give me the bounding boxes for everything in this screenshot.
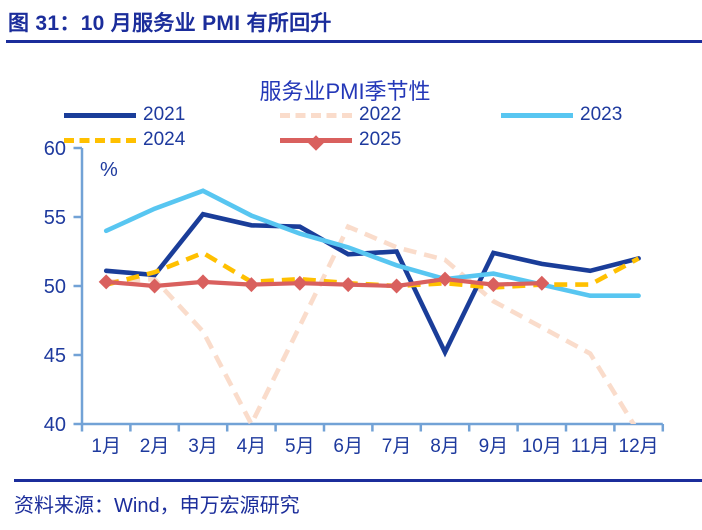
legend-item-2025: 2025 [280, 128, 401, 152]
x-tick-label: 11月 [571, 436, 610, 457]
legend-line-2025-icon [280, 134, 352, 151]
legend-label-2024: 2024 [143, 129, 186, 150]
x-tick-label: 3月 [188, 436, 218, 457]
legend-item-2024: 2024 [64, 128, 185, 152]
figure-title: 图 31：10 月服务业 PMI 有所回升 [8, 12, 332, 35]
y-tick-label: 40 [44, 414, 66, 436]
x-tick-label: 12月 [619, 436, 659, 457]
x-tick-label: 10月 [522, 436, 562, 457]
x-tick-label: 7月 [382, 436, 412, 457]
legend-label-2022: 2022 [359, 104, 402, 125]
chart-title: 服务业PMI季节性 [259, 79, 431, 104]
data-point-diamond-icon [340, 277, 356, 293]
legend-line-2024-icon [64, 137, 136, 143]
data-point-diamond-icon [98, 274, 114, 290]
x-tick-label: 4月 [237, 436, 267, 457]
series-line-2022 [106, 223, 637, 424]
source-note: 资料来源：Wind，申万宏源研究 [14, 495, 300, 517]
data-point-diamond-icon [389, 278, 405, 294]
y-tick-label: 45 [44, 345, 66, 367]
title-underline [6, 40, 702, 43]
data-point-diamond-icon [195, 274, 211, 290]
legend-item-2022: 2022 [280, 103, 401, 127]
legend-line-2023-icon [501, 112, 573, 118]
x-tick-label: 8月 [430, 436, 460, 457]
data-point-diamond-icon [147, 278, 163, 294]
y-unit-label: % [100, 159, 118, 181]
data-point-diamond-icon [243, 277, 259, 293]
x-tick-label: 2月 [140, 436, 170, 457]
footer-rule [14, 479, 702, 482]
y-tick-label: 50 [44, 276, 66, 298]
y-tick-label: 55 [44, 207, 66, 229]
x-tick-label: 6月 [333, 436, 363, 457]
legend-label-2023: 2023 [580, 104, 623, 125]
legend-label-2025: 2025 [359, 129, 402, 150]
legend-item-2021: 2021 [64, 103, 185, 127]
series-line-2023 [103, 188, 641, 299]
legend-label-2021: 2021 [143, 104, 186, 125]
y-tick-label: 60 [44, 138, 66, 160]
legend-line-2021-icon [64, 112, 136, 118]
legend-line-2022-icon [280, 112, 352, 118]
data-point-diamond-icon [534, 275, 550, 291]
legend-item-2023: 2023 [501, 103, 622, 127]
x-tick-label: 9月 [479, 436, 509, 457]
data-point-diamond-icon [292, 275, 308, 291]
x-tick-label: 1月 [91, 436, 121, 457]
data-point-diamond-icon [485, 277, 501, 293]
series-line-2021 [103, 211, 641, 358]
plot-svg: 40 45 50 55 60% 1月 2月 3月 4月 5月 6月 7月 8月 9月 10月 11月 12月 [44, 138, 665, 457]
data-point-diamond-icon [437, 271, 453, 287]
series-line-2025 [104, 276, 544, 289]
x-tick-label: 5月 [285, 436, 315, 457]
